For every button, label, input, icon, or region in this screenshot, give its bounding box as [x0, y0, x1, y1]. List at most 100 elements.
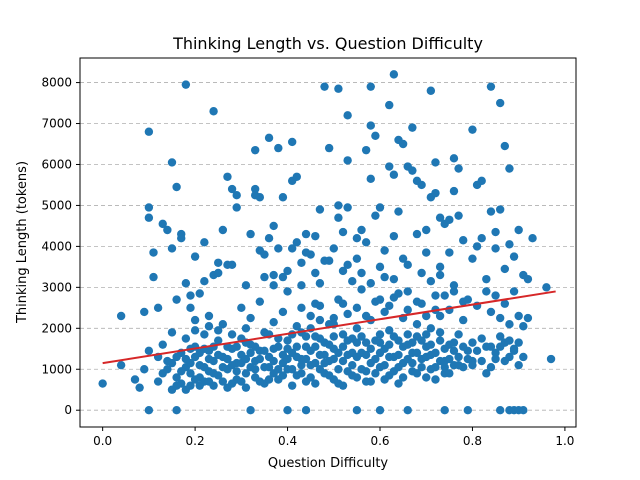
data-point [116, 360, 126, 370]
data-point [144, 213, 154, 222]
data-point [403, 305, 412, 315]
data-point [366, 344, 375, 353]
data-point [329, 313, 338, 323]
data-point [283, 406, 292, 415]
data-point [218, 225, 228, 235]
data-point [440, 363, 449, 372]
data-point [495, 342, 505, 351]
data-point [237, 377, 246, 386]
data-point [241, 281, 251, 290]
data-point [477, 334, 486, 343]
data-point [352, 352, 362, 362]
data-point [167, 358, 177, 368]
y-tick-label: 2000 [41, 321, 72, 335]
data-point [130, 375, 140, 384]
data-point [422, 330, 431, 339]
data-point [352, 338, 362, 347]
data-point [375, 295, 385, 304]
data-point [385, 301, 394, 310]
data-point [380, 307, 389, 317]
data-point [181, 385, 191, 394]
data-point [246, 406, 255, 415]
y-axis-label: Thinking Length (tokens) [15, 161, 30, 324]
data-point [495, 313, 505, 323]
data-point [417, 363, 426, 372]
data-point [385, 100, 394, 110]
data-point [320, 350, 329, 360]
data-point [301, 332, 311, 341]
data-point [227, 330, 237, 339]
data-point [449, 154, 459, 163]
data-point [255, 193, 265, 202]
data-point [237, 303, 246, 313]
data-point [500, 299, 510, 308]
data-point [380, 246, 389, 255]
data-point [477, 356, 486, 366]
data-point [375, 338, 385, 347]
data-point [431, 291, 440, 300]
data-point [287, 244, 297, 253]
data-point [278, 371, 288, 380]
data-point [223, 172, 232, 181]
data-point [140, 365, 149, 374]
data-point [435, 356, 445, 366]
data-point [375, 203, 385, 212]
data-point [232, 203, 241, 212]
data-point [514, 338, 523, 347]
data-point [227, 260, 237, 270]
data-point [454, 211, 463, 220]
data-point [477, 176, 486, 186]
data-point [232, 191, 241, 200]
data-point [412, 229, 422, 239]
data-point [227, 184, 237, 194]
data-point [426, 340, 436, 349]
data-point [311, 342, 320, 351]
data-point [214, 326, 223, 335]
x-tick-label: 1.0 [555, 434, 574, 448]
data-point [311, 379, 320, 388]
y-tick-label: 0 [64, 403, 72, 417]
data-point [417, 268, 426, 278]
data-point [482, 342, 491, 351]
data-point [491, 227, 500, 237]
data-point [204, 377, 214, 386]
data-point [320, 82, 329, 91]
data-point [334, 365, 343, 374]
data-point [482, 287, 491, 296]
data-point [491, 244, 500, 253]
data-point [163, 225, 172, 235]
data-point [204, 354, 214, 364]
data-point [500, 264, 510, 274]
data-point [324, 340, 334, 349]
data-point [505, 320, 514, 329]
data-point [301, 354, 311, 364]
data-point [431, 375, 440, 384]
data-point [431, 158, 440, 167]
data-point [491, 354, 500, 364]
data-point [167, 158, 177, 167]
data-point [329, 244, 338, 253]
data-point [190, 326, 200, 335]
data-point [292, 342, 301, 351]
data-point [422, 373, 431, 382]
data-point [389, 170, 399, 179]
data-point [283, 287, 292, 296]
data-point [297, 303, 306, 313]
data-point [357, 225, 366, 235]
data-point [491, 291, 500, 300]
y-tick-label: 6000 [41, 157, 72, 171]
data-point [352, 324, 362, 333]
data-point [408, 166, 417, 175]
data-point [214, 336, 223, 345]
data-point [385, 352, 394, 362]
data-point [297, 360, 306, 370]
data-point [361, 145, 371, 155]
data-point [449, 186, 459, 196]
data-point [311, 231, 320, 241]
data-point [394, 207, 403, 216]
data-point [366, 82, 375, 91]
data-point [334, 213, 343, 222]
data-point [186, 369, 195, 378]
data-point [255, 377, 265, 386]
